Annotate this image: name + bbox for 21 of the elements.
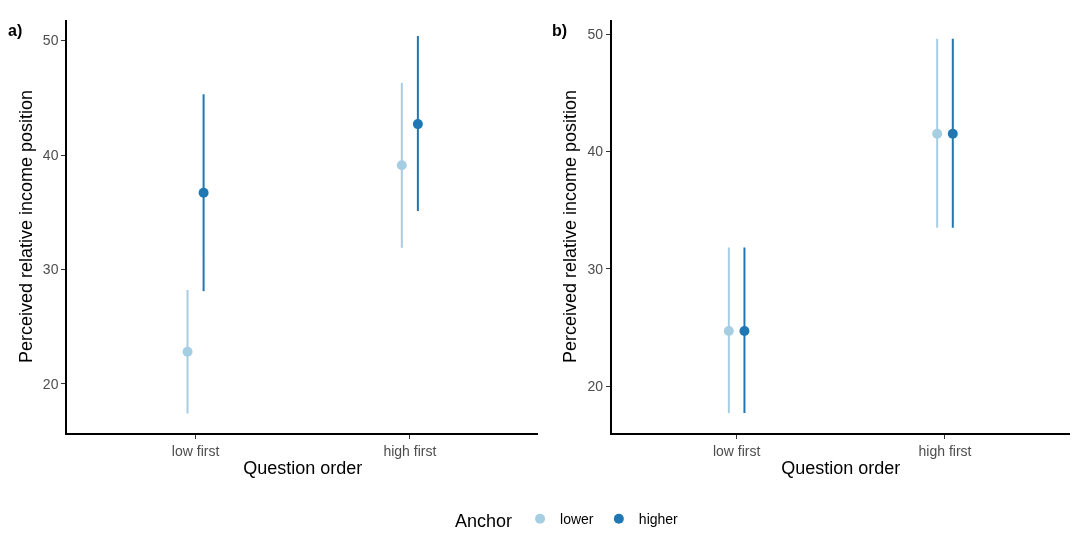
x-tick-label: low first [712,442,761,459]
x-tick-label: low first [171,442,220,459]
legend-label: higher [638,511,679,528]
y-tick-label: 20 [587,377,604,394]
x-tick-label: high first [918,442,972,459]
y-tick-label: 40 [587,143,604,160]
chart-title: b) [552,22,568,39]
y-axis-title: Perceived relative income position [15,89,36,364]
legend-label: lower [560,511,594,528]
y-tick-label: 30 [587,260,604,277]
x-tick-label: high first [383,442,437,459]
x-axis-title: Question order [781,458,901,479]
y-tick-label: 40 [42,146,59,163]
y-tick-label: 50 [42,32,59,49]
y-tick-label: 30 [42,261,59,278]
y-axis-title: Perceived relative income position [560,89,581,364]
y-tick-label: 50 [587,25,604,42]
x-axis-title: Question order [243,458,363,479]
chart-title: a) [8,22,23,39]
legend-title: Anchor [455,510,513,531]
y-tick-label: 20 [42,375,59,392]
